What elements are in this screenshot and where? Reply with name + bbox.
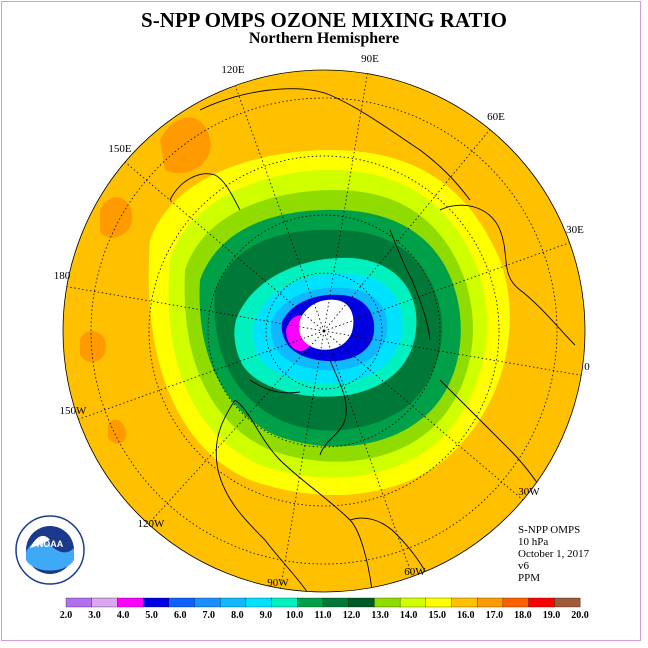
colorbar-box	[91, 597, 118, 608]
lon-label: 60E	[487, 111, 505, 123]
lon-label: 90E	[361, 53, 379, 65]
ozone-field	[63, 70, 585, 592]
colorbar-box	[168, 597, 195, 608]
colorbar-box	[297, 597, 324, 608]
info-units: PPM	[518, 572, 541, 584]
lon-label: 30W	[518, 486, 540, 498]
colorbar-box	[502, 597, 530, 608]
colorbar-box	[348, 597, 375, 608]
colorbar-tick-label: 18.0	[514, 610, 532, 621]
field-high-patch	[80, 330, 107, 363]
meridian	[70, 330, 325, 423]
lon-label: 150W	[60, 405, 88, 417]
lon-label: 180	[54, 270, 71, 282]
colorbar-box	[194, 597, 221, 608]
colorbar-box	[65, 597, 93, 608]
lon-label: 0	[584, 361, 590, 373]
colorbar-tick-label: 19.0	[543, 610, 561, 621]
latitude-circle-60n	[207, 214, 441, 448]
latitude-circle-75n	[265, 272, 383, 390]
coastline-europe	[439, 204, 576, 346]
colorbar-box	[554, 597, 581, 608]
colorbar: 2.0 3.0 4.0 5.0 6.0 7.0 8.0 9.0 10.0 11.0 12.0 13.0…	[60, 597, 589, 621]
map-title: S-NPP OMPS OZONE MIXING RATIO	[141, 8, 507, 32]
colorbar-box	[142, 597, 170, 608]
meridian	[279, 330, 325, 592]
colorbar-box	[451, 597, 478, 608]
colorbar-tick-label: 20.0	[571, 610, 589, 621]
colorbar-tick-label: 10.0	[286, 610, 304, 621]
meridian	[63, 285, 325, 332]
colorbar-box	[245, 597, 273, 608]
colorbar-box	[271, 597, 298, 608]
latitude-circle-45n	[148, 155, 500, 507]
info-block: S-NPP OMPS 10 hPa October 1, 2017 v6 PPM	[518, 524, 589, 584]
image-frame	[1, 1, 641, 641]
meridian	[150, 330, 325, 522]
colorbar-tick-label: 16.0	[457, 610, 475, 621]
colorbar-boxes	[65, 597, 581, 608]
colorbar-tick-label: 12.0	[343, 610, 361, 621]
colorbar-tick-label: 13.0	[371, 610, 389, 621]
meridian	[323, 120, 498, 332]
lon-label: 30E	[566, 224, 584, 236]
map-subtitle: Northern Hemisphere	[248, 30, 400, 47]
colorbar-tick-label: 9.0	[260, 610, 273, 621]
colorbar-box	[477, 597, 504, 608]
field-high-patch	[108, 419, 127, 444]
coastline-north-america-west	[215, 399, 311, 592]
colorbar-box	[425, 597, 452, 608]
coastline-central-america	[349, 517, 431, 581]
lon-label: 120W	[138, 518, 166, 530]
colorbar-tick-label: 5.0	[145, 610, 158, 621]
info-level: 10 hPa	[518, 536, 549, 548]
colorbar-box	[322, 597, 350, 608]
colorbar-tick-label: 7.0	[203, 610, 216, 621]
coastline-asia-north	[199, 88, 471, 201]
colorbar-tick-label: 6.0	[174, 610, 187, 621]
noaa-logo: NOAA	[15, 515, 85, 585]
colorbar-ticks: 2.0 3.0 4.0 5.0 6.0 7.0 8.0 9.0 10.0 11.0 12.0 13.0…	[60, 610, 589, 621]
colorbar-box	[220, 597, 247, 608]
colorbar-tick-label: 8.0	[231, 610, 244, 621]
longitude-labels: 90E 60E 30E 0 30W 60W 90W 120W 150W 180 …	[54, 53, 591, 589]
meridian	[323, 70, 369, 332]
coastline-kamchatka	[169, 173, 241, 211]
colorbar-tick-label: 17.0	[486, 610, 504, 621]
meridian	[323, 330, 585, 377]
info-date: October 1, 2017	[518, 548, 590, 560]
colorbar-tick-label: 2.0	[60, 610, 73, 621]
colorbar-box	[399, 597, 427, 608]
logo-text: NOAA	[37, 539, 64, 549]
colorbar-tick-label: 15.0	[428, 610, 446, 621]
graticule	[63, 70, 585, 592]
info-version: v6	[518, 560, 529, 572]
colorbar-tick-label: 11.0	[315, 610, 332, 621]
logo-bird	[30, 535, 50, 548]
lon-label: 90W	[267, 577, 289, 589]
lon-label: 150E	[108, 143, 132, 155]
colorbar-box	[528, 597, 555, 608]
colorbar-tick-label: 3.0	[88, 610, 101, 621]
lon-label: 120E	[221, 64, 245, 76]
coastline-north-america-east	[234, 399, 373, 591]
colorbar-tick-label: 4.0	[117, 610, 130, 621]
latitude-circle-30n	[90, 97, 558, 565]
coastline-arctic-islands	[249, 379, 301, 394]
colorbar-box	[117, 597, 144, 608]
lon-label: 60W	[404, 566, 426, 578]
coastline-greenland	[319, 359, 347, 456]
info-instrument: S-NPP OMPS	[518, 524, 581, 536]
field-high-patch	[100, 197, 133, 238]
meridian	[323, 239, 578, 332]
colorbar-tick-label: 14.0	[400, 610, 418, 621]
map-boundary	[62, 69, 586, 593]
coastline-scandinavia	[389, 229, 431, 341]
field-high-patch	[160, 117, 211, 174]
colorbar-box	[374, 597, 401, 608]
logo-wave	[26, 540, 74, 571]
